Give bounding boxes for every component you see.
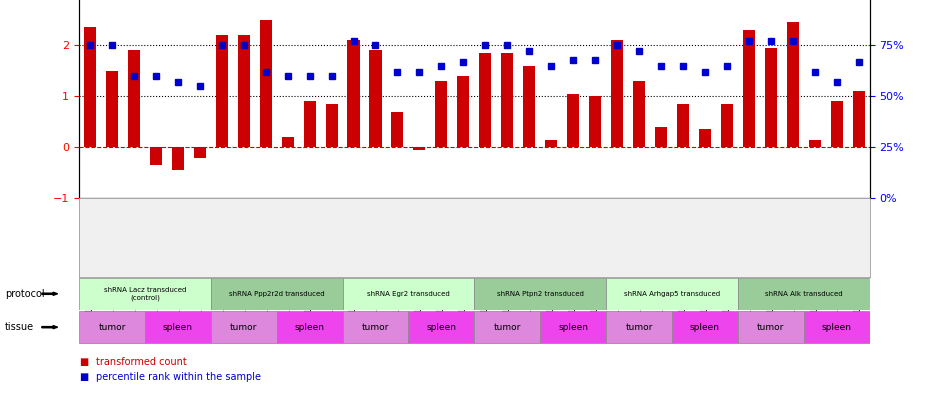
- Bar: [567, 94, 579, 147]
- Bar: [677, 104, 689, 147]
- Text: ■: ■: [79, 372, 88, 382]
- Bar: [172, 147, 184, 170]
- Bar: [408, 311, 474, 343]
- Bar: [326, 104, 338, 147]
- Bar: [413, 147, 425, 150]
- Bar: [804, 311, 870, 343]
- Bar: [211, 278, 342, 310]
- Bar: [633, 81, 645, 147]
- Bar: [853, 91, 865, 147]
- Text: tumor: tumor: [99, 323, 126, 332]
- Bar: [764, 48, 777, 147]
- Bar: [830, 101, 843, 147]
- Bar: [671, 311, 737, 343]
- Bar: [435, 81, 447, 147]
- Bar: [145, 311, 211, 343]
- Bar: [611, 40, 623, 147]
- Bar: [787, 22, 799, 147]
- Bar: [540, 311, 606, 343]
- Bar: [606, 311, 671, 343]
- Text: transformed count: transformed count: [96, 357, 187, 367]
- Bar: [303, 101, 315, 147]
- Text: tumor: tumor: [362, 323, 389, 332]
- Text: shRNA Arhgap5 transduced: shRNA Arhgap5 transduced: [624, 291, 720, 297]
- Bar: [655, 127, 667, 147]
- Bar: [348, 40, 360, 147]
- Bar: [479, 53, 491, 147]
- Text: tumor: tumor: [625, 323, 653, 332]
- Bar: [106, 71, 118, 147]
- Bar: [342, 311, 408, 343]
- Text: spleen: spleen: [295, 323, 325, 332]
- Text: tumor: tumor: [757, 323, 784, 332]
- Bar: [211, 311, 277, 343]
- Bar: [737, 278, 870, 310]
- Text: tumor: tumor: [230, 323, 258, 332]
- Bar: [698, 129, 711, 147]
- Bar: [79, 311, 145, 343]
- Text: protocol: protocol: [5, 289, 45, 299]
- Bar: [743, 30, 755, 147]
- Bar: [84, 27, 96, 147]
- Text: tumor: tumor: [494, 323, 521, 332]
- Text: ■: ■: [79, 357, 88, 367]
- Text: spleen: spleen: [426, 323, 457, 332]
- Text: shRNA Ppp2r2d transduced: shRNA Ppp2r2d transduced: [229, 291, 325, 297]
- Text: shRNA Egr2 transduced: shRNA Egr2 transduced: [367, 291, 450, 297]
- Text: shRNA Ptpn2 transduced: shRNA Ptpn2 transduced: [497, 291, 584, 297]
- Bar: [545, 140, 557, 147]
- Bar: [238, 35, 250, 147]
- Bar: [458, 76, 470, 147]
- Bar: [589, 96, 601, 147]
- Bar: [606, 278, 737, 310]
- Bar: [808, 140, 820, 147]
- Bar: [193, 147, 206, 158]
- Bar: [128, 50, 140, 147]
- Bar: [369, 50, 381, 147]
- Text: percentile rank within the sample: percentile rank within the sample: [96, 372, 260, 382]
- Bar: [474, 278, 606, 310]
- Bar: [150, 147, 162, 165]
- Text: shRNA Alk transduced: shRNA Alk transduced: [764, 291, 843, 297]
- Bar: [524, 66, 536, 147]
- Bar: [392, 112, 404, 147]
- Text: spleen: spleen: [558, 323, 588, 332]
- Bar: [277, 311, 342, 343]
- Bar: [737, 311, 804, 343]
- Bar: [342, 278, 474, 310]
- Bar: [216, 35, 228, 147]
- Text: spleen: spleen: [690, 323, 720, 332]
- Bar: [259, 20, 272, 147]
- Text: tissue: tissue: [5, 322, 33, 332]
- Bar: [501, 53, 513, 147]
- Bar: [79, 278, 211, 310]
- Bar: [721, 104, 733, 147]
- Text: spleen: spleen: [163, 323, 193, 332]
- Text: shRNA Lacz transduced
(control): shRNA Lacz transduced (control): [104, 287, 186, 301]
- Bar: [282, 137, 294, 147]
- Bar: [474, 311, 540, 343]
- Text: spleen: spleen: [821, 323, 852, 332]
